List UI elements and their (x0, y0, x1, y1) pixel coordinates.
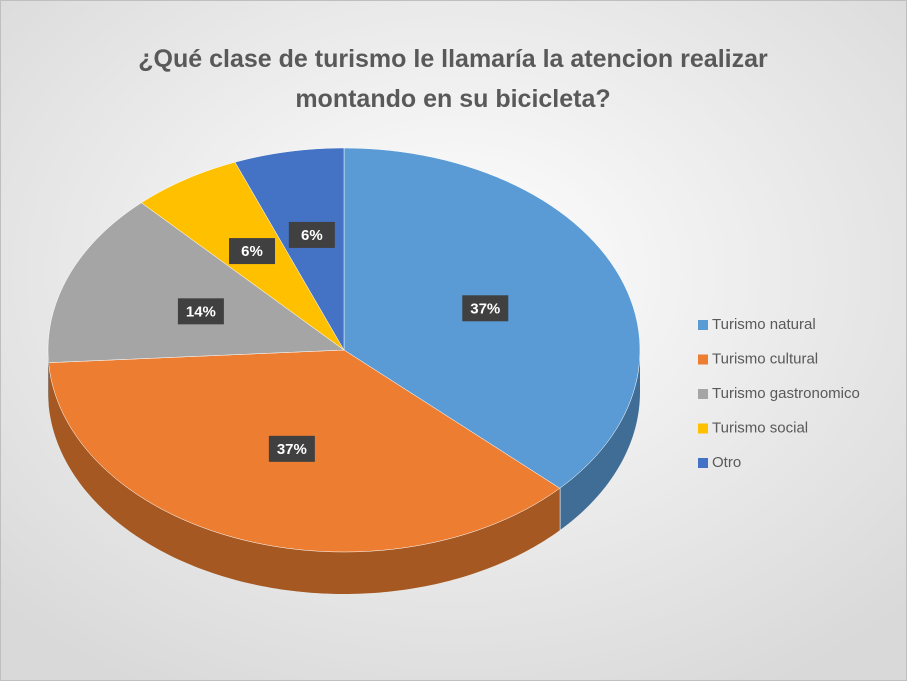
legend-label: Turismo social (712, 419, 808, 436)
data-label-box (288, 221, 335, 248)
data-label: 37% (470, 300, 500, 317)
data-label: 6% (241, 243, 263, 260)
data-label-box (462, 295, 509, 322)
legend-swatch (698, 320, 708, 330)
legend-swatch (698, 354, 708, 365)
data-label-box (268, 435, 315, 462)
data-label: 37% (277, 441, 307, 458)
legend-swatch (698, 458, 708, 468)
data-label-box (177, 298, 224, 325)
legend-label: Turismo cultural (712, 350, 818, 367)
pie-side (48, 363, 560, 594)
data-label-box (229, 238, 276, 265)
legend-swatch (698, 423, 708, 434)
chart-title: ¿Qué clase de turismo le llamaría la ate… (138, 45, 768, 113)
pie-side (560, 350, 640, 530)
data-label: 6% (301, 227, 323, 244)
pie-slice (47, 202, 345, 363)
pie-slice (234, 147, 345, 351)
data-label: 14% (186, 303, 216, 320)
legend-label: Otro (712, 454, 741, 471)
legend-label: Turismo natural (712, 316, 816, 333)
legend-label: Turismo gastronomico (712, 385, 860, 402)
legend-swatch (698, 389, 708, 399)
pie-side (48, 352, 49, 405)
